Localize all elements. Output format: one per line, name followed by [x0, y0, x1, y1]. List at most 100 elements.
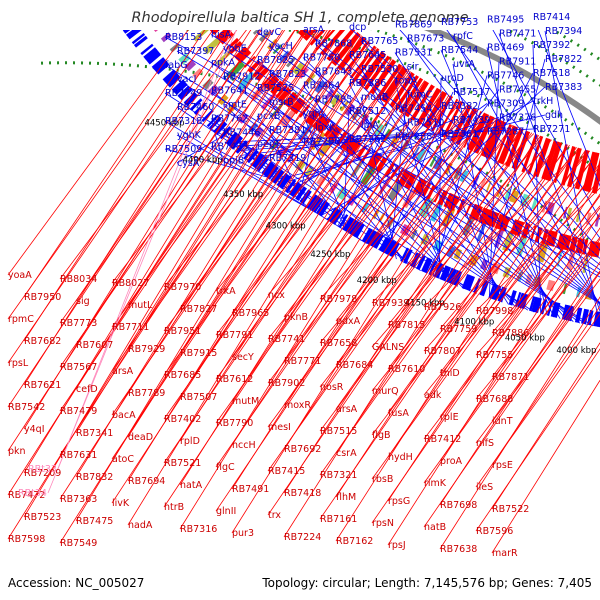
reverse-gene-label[interactable]: RB7610	[388, 364, 425, 375]
reverse-gene-label[interactable]: flgB	[372, 430, 391, 441]
forward-gene-label[interactable]: RB7641	[211, 86, 248, 97]
reverse-gene-label[interactable]: RB7741	[268, 334, 305, 345]
reverse-gene-label[interactable]: RB7521	[164, 458, 201, 469]
reverse-gene-label[interactable]: RB7711	[112, 322, 149, 333]
reverse-gene-label[interactable]: glnII	[216, 506, 236, 517]
reverse-gene-label[interactable]: proA	[440, 456, 463, 467]
forward-gene-label[interactable]: ybhE	[223, 44, 247, 55]
reverse-gene-label[interactable]: RB7549	[60, 538, 97, 549]
reverse-gene-label[interactable]: RB7612	[216, 374, 253, 385]
reverse-gene-label[interactable]: rpsL	[8, 358, 29, 369]
forward-gene-label[interactable]: RB7271	[533, 124, 570, 135]
reverse-gene-label[interactable]: RB8034	[60, 274, 97, 285]
reverse-gene-label[interactable]: adk	[424, 390, 442, 401]
forward-gene-label[interactable]: ppiB	[223, 156, 244, 167]
reverse-gene-label[interactable]: RB7418	[284, 488, 321, 499]
forward-gene-label[interactable]: hisA	[211, 30, 232, 41]
reverse-gene-label[interactable]: RB7771	[284, 356, 321, 367]
reverse-gene-label[interactable]: rpsN	[372, 518, 394, 529]
reverse-gene-label[interactable]: rbsB	[372, 474, 393, 485]
forward-gene-label[interactable]: RB7446	[223, 128, 260, 139]
reverse-gene-label[interactable]: arsA	[112, 366, 134, 377]
reverse-gene-label[interactable]: sig	[76, 296, 90, 307]
reverse-gene-label[interactable]: RB7970	[164, 282, 201, 293]
reverse-gene-label[interactable]: moxR	[284, 400, 311, 411]
reverse-gene-label[interactable]: RB7316	[180, 524, 217, 535]
forward-gene-label[interactable]: sir	[407, 62, 419, 73]
reverse-gene-label[interactable]: RB7827	[180, 304, 217, 315]
forward-gene-label[interactable]: yqhK	[177, 130, 202, 141]
reverse-gene-label[interactable]: RB7341	[76, 428, 113, 439]
reverse-gene-label[interactable]: deaD	[128, 432, 153, 443]
forward-gene-label[interactable]: RB7746	[487, 71, 524, 82]
forward-gene-label[interactable]: RB7673	[407, 34, 444, 45]
reverse-gene-label[interactable]: RB7915	[180, 348, 217, 359]
reverse-gene-label[interactable]: fusA	[388, 408, 409, 419]
reverse-gene-label[interactable]: thiD	[440, 368, 460, 379]
reverse-gene-label[interactable]: RB7321	[320, 470, 357, 481]
forward-gene-label[interactable]: moaB	[361, 92, 388, 103]
forward-gene-label[interactable]: rpfC	[453, 31, 473, 42]
reverse-gene-label[interactable]: RB7402	[164, 414, 201, 425]
reverse-gene-label[interactable]: hydH	[388, 452, 413, 463]
forward-gene-label[interactable]: RB7460	[177, 102, 214, 113]
reverse-gene-label[interactable]: trkA	[216, 286, 236, 297]
forward-gene-label[interactable]: RB7319	[269, 153, 306, 164]
reverse-gene-label[interactable]: RB7832	[76, 472, 113, 483]
forward-gene-label[interactable]: RB7376	[499, 113, 536, 124]
forward-gene-label[interactable]: fumC	[407, 90, 433, 101]
rna-gene-label[interactable]: RBt33	[28, 464, 57, 475]
reverse-gene-label[interactable]: RB7162	[336, 536, 373, 547]
forward-gene-label[interactable]: msrB	[269, 97, 294, 108]
forward-gene-label[interactable]: RB7386	[349, 78, 386, 89]
reverse-gene-label[interactable]: cefD	[76, 384, 98, 395]
forward-gene-label[interactable]: RB7517	[453, 87, 490, 98]
reverse-gene-label[interactable]: RB7886	[492, 328, 529, 339]
forward-gene-label[interactable]: RB7749	[165, 88, 202, 99]
reverse-gene-label[interactable]: htrB	[164, 502, 184, 513]
forward-gene-label[interactable]: RB7414	[533, 12, 570, 23]
forward-gene-label[interactable]: RB7287	[487, 127, 524, 138]
forward-gene-label[interactable]: RB7381	[269, 125, 306, 136]
forward-gene-label[interactable]: RB7471	[499, 29, 536, 40]
reverse-gene-label[interactable]: RB7607	[76, 340, 113, 351]
forward-gene-label[interactable]: arsA	[303, 25, 325, 36]
reverse-gene-label[interactable]: RB7363	[60, 494, 97, 505]
reverse-gene-label[interactable]: RB7978	[320, 294, 357, 305]
forward-gene-label[interactable]: dcp	[349, 22, 366, 33]
forward-gene-label[interactable]: RB7469	[487, 43, 524, 54]
reverse-gene-label[interactable]: RB7998	[476, 306, 513, 317]
forward-gene-label[interactable]: cysA	[177, 158, 200, 169]
forward-gene-label[interactable]: RB7518	[533, 68, 570, 79]
forward-gene-label[interactable]: RB7464	[303, 81, 340, 92]
forward-gene-label[interactable]: RB7544	[441, 45, 478, 56]
reverse-gene-label[interactable]: RB7789	[128, 388, 165, 399]
reverse-gene-label[interactable]: arsA	[336, 404, 358, 415]
reverse-gene-label[interactable]: trx	[268, 510, 281, 521]
reverse-gene-label[interactable]: murQ	[372, 386, 399, 397]
reverse-gene-label[interactable]: RB7479	[60, 406, 97, 417]
reverse-gene-label[interactable]: RB7698	[440, 500, 477, 511]
reverse-gene-label[interactable]: RB7950	[24, 292, 61, 303]
reverse-gene-label[interactable]: RB7542	[8, 402, 45, 413]
reverse-gene-label[interactable]: RB7472	[8, 490, 45, 501]
reverse-gene-label[interactable]: flhM	[336, 492, 356, 503]
forward-gene-label[interactable]: topA	[395, 76, 418, 87]
reverse-gene-label[interactable]: rpsG	[388, 496, 410, 507]
reverse-gene-label[interactable]: ncx	[268, 290, 285, 301]
forward-gene-label[interactable]: RB7912	[223, 72, 260, 83]
forward-gene-label[interactable]: RB7753	[441, 17, 478, 28]
forward-gene-label[interactable]: RB8153	[165, 32, 202, 43]
reverse-gene-label[interactable]: nccH	[232, 440, 256, 451]
reverse-gene-label[interactable]: marR	[492, 548, 518, 559]
reverse-gene-label[interactable]: rpsE	[492, 460, 513, 471]
reverse-gene-label[interactable]: RB7688	[476, 394, 513, 405]
forward-gene-label[interactable]: yacH	[269, 41, 293, 52]
reverse-gene-label[interactable]: yoaA	[8, 270, 32, 281]
reverse-gene-label[interactable]: RB7491	[232, 484, 269, 495]
reverse-gene-label[interactable]: ileS	[476, 482, 493, 493]
reverse-gene-label[interactable]: bacA	[112, 410, 136, 421]
reverse-gene-label[interactable]: nifS	[476, 438, 494, 449]
reverse-gene-label[interactable]: pdxA	[336, 316, 361, 327]
reverse-gene-label[interactable]: RB7773	[60, 318, 97, 329]
